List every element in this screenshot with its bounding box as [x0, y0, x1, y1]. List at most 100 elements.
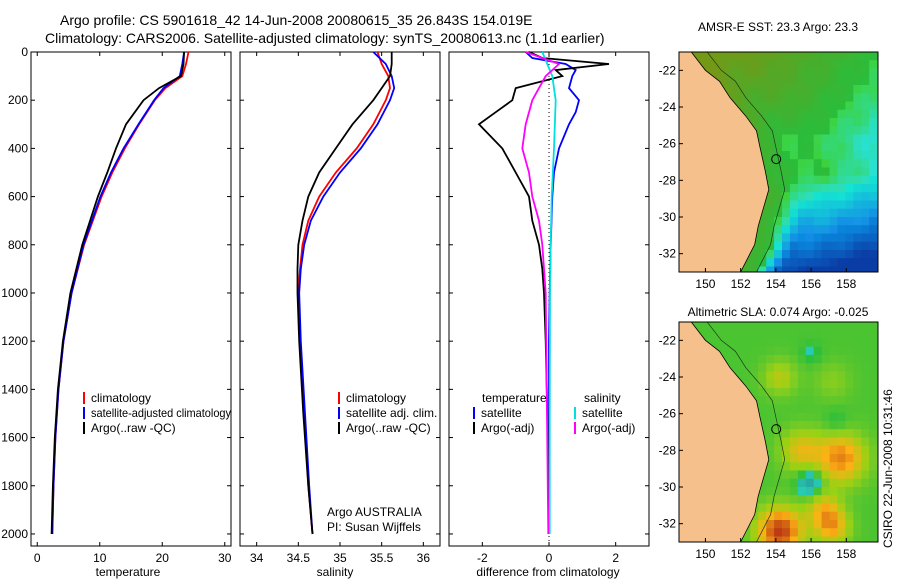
map-cell [789, 330, 799, 340]
salinity-legend: climatology satellite adj. clim. Argo(..… [327, 391, 437, 534]
map-cell [789, 511, 799, 521]
map-cell [797, 478, 807, 488]
map-cell [797, 396, 807, 405]
map-cell [766, 412, 775, 422]
map-cell [758, 421, 767, 430]
difference-x-label: difference from climatology [476, 565, 619, 579]
map-cell [774, 322, 783, 331]
map-cell [774, 192, 783, 201]
argo-location-marker [771, 154, 782, 165]
map-cell [782, 322, 791, 331]
map-cell [758, 388, 767, 397]
map-cell [845, 536, 854, 542]
map-cell [782, 346, 791, 356]
map-cell [845, 478, 854, 488]
map-cell [861, 151, 870, 160]
map-cell [813, 200, 823, 210]
map-cell [797, 454, 807, 463]
map-cell [845, 429, 854, 438]
map-cell [869, 462, 878, 471]
map-cell [869, 225, 878, 234]
map-cell [885, 363, 894, 372]
map-cell [774, 184, 783, 193]
map-cell [821, 520, 831, 529]
map-cell [813, 338, 823, 348]
map-cell [861, 60, 870, 69]
map-cell [782, 330, 791, 340]
map-cell [766, 68, 775, 78]
map-cell [742, 363, 751, 372]
map-cell [813, 445, 823, 455]
map-cell [742, 379, 751, 389]
map-cell [726, 68, 735, 78]
map-cell [869, 200, 878, 210]
map-cell [829, 379, 839, 389]
map-cell [837, 192, 846, 201]
map-cell [869, 520, 878, 529]
map-cell [789, 93, 799, 102]
map-cell [845, 52, 854, 61]
map-cell [734, 371, 743, 381]
map-cell [789, 396, 799, 405]
map-cell [782, 338, 791, 348]
map-cell [782, 85, 791, 94]
map-cell [837, 379, 846, 389]
map-x-tick-label: 150 [695, 277, 715, 291]
map-cell [750, 346, 759, 356]
map-cell [853, 429, 862, 438]
map-cell [853, 470, 862, 480]
map-cell [845, 371, 854, 381]
map-cell [774, 68, 783, 78]
map-cell [821, 437, 831, 447]
map-cell [766, 355, 775, 364]
map-cell [789, 404, 799, 414]
map-cell [742, 371, 751, 381]
map-cell [687, 545, 696, 554]
map-cell [813, 495, 823, 504]
map-cell [782, 217, 791, 226]
map-cell [861, 429, 870, 438]
map-cell [869, 258, 878, 267]
map-cell [885, 85, 894, 94]
map-cell [726, 60, 735, 69]
map-cell [782, 437, 791, 447]
map-cell [821, 93, 831, 102]
map-cell [869, 396, 878, 405]
map-cell [774, 134, 783, 144]
map-cell [805, 151, 815, 160]
map-cell [869, 76, 878, 86]
map-cell [885, 234, 894, 243]
legend-label-temp-argo: Argo(-adj) [481, 421, 534, 435]
map-cell [774, 258, 783, 267]
map-cell [837, 118, 846, 127]
map-cell [797, 330, 807, 340]
map-cell [821, 52, 831, 61]
series-line-satellite-adjusted-climatology [51, 51, 185, 535]
series-line-satellite-adj-clim- [298, 51, 396, 535]
map-cell [837, 346, 846, 356]
x-tick-label: 34 [250, 551, 264, 565]
map-cell [829, 528, 839, 537]
map-cell [790, 275, 799, 284]
map-cell [829, 184, 839, 193]
map-cell [813, 76, 823, 86]
map-cell [845, 470, 854, 480]
map-cell [797, 52, 807, 61]
map-cell [805, 396, 815, 405]
map-cell [789, 487, 799, 496]
map-cell [782, 258, 791, 267]
map-cell [774, 412, 783, 422]
map-cell [774, 76, 783, 86]
map-cell [766, 126, 775, 135]
map-cell [861, 134, 870, 144]
map-cell [845, 346, 854, 356]
map-cell [734, 322, 743, 331]
map-cell [845, 258, 854, 267]
map-cell [821, 412, 831, 422]
map-cell [774, 233, 783, 243]
map-cell [797, 338, 807, 348]
map-cell [766, 225, 775, 234]
map-y-tick-label: -22 [659, 63, 677, 77]
map-cell [853, 487, 862, 496]
